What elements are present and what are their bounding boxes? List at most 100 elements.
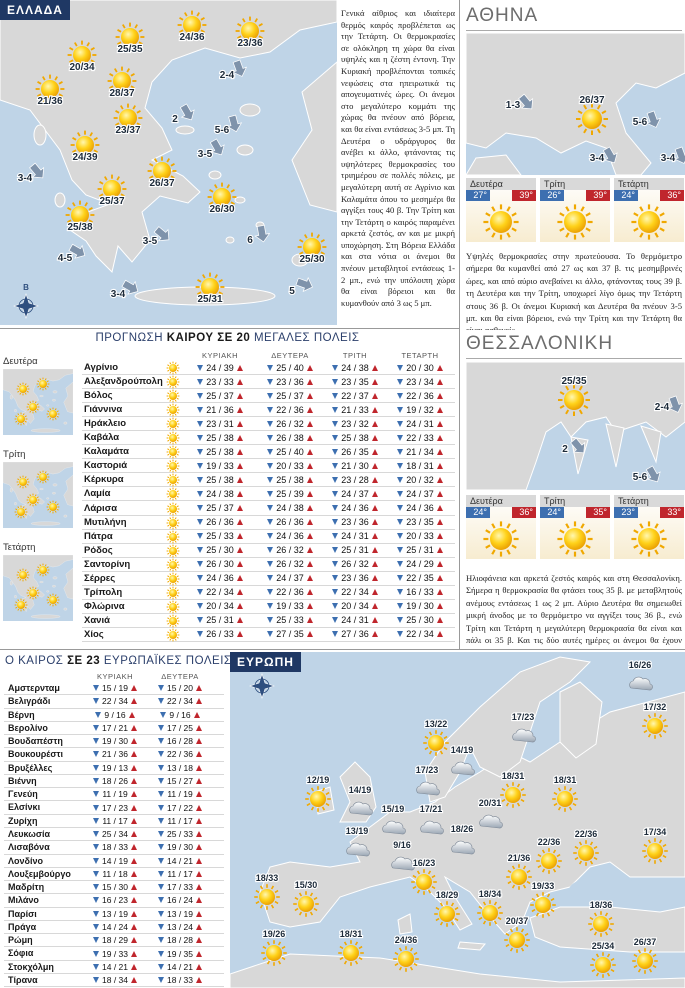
sun-ray: [34, 410, 37, 413]
temp-range: 25 / 31: [406, 545, 434, 556]
sun-disc: [169, 462, 177, 471]
triangle: [436, 603, 443, 610]
triangle: [371, 378, 378, 385]
triangle: [436, 547, 443, 554]
up-arrow: [436, 406, 443, 413]
up-arrow: [306, 603, 313, 610]
down-arrow: [93, 698, 99, 705]
triangle: [196, 950, 202, 957]
up-arrow: [196, 724, 202, 731]
temp-range: 24 / 38: [341, 362, 369, 373]
temp-cell: 11 / 17: [83, 815, 147, 827]
wind-arrow: [231, 59, 248, 77]
triangle: [397, 490, 404, 497]
triangle: [371, 364, 378, 371]
sun-ray: [174, 362, 177, 365]
up-arrow: [371, 631, 378, 638]
triangle: [93, 791, 100, 798]
map-label: 5-6: [633, 472, 648, 483]
temp-cell: 17 / 21: [83, 722, 147, 734]
temp-range: 25 / 40: [276, 446, 304, 457]
temp-cell: 18 / 26: [83, 775, 147, 787]
sun-ray: [29, 587, 32, 590]
sun-ray: [230, 189, 235, 193]
map-label: 4-5: [58, 253, 73, 264]
sun-ray: [398, 947, 403, 952]
temp-range: 26 / 32: [276, 418, 304, 429]
low-temp: 24°: [540, 507, 564, 518]
map-label: 17/21: [420, 804, 443, 814]
sun-icon: [166, 473, 180, 487]
up-arrow: [371, 561, 378, 568]
table-row: Τίρανα 18 / 34 18 / 33: [4, 974, 224, 988]
sun-ray: [169, 512, 172, 515]
sun-ray: [428, 750, 433, 755]
compass-ring: [18, 298, 34, 314]
up-arrow: [130, 870, 137, 877]
up-arrow: [236, 505, 243, 512]
down-arrow: [397, 547, 404, 554]
sun-ray: [309, 892, 314, 897]
triangle: [158, 751, 164, 758]
map-label: 25/35: [117, 44, 142, 55]
sun-ray: [169, 441, 172, 445]
triangle: [267, 547, 274, 554]
sun-ray: [550, 897, 555, 902]
land: [466, 154, 522, 175]
down-arrow: [93, 937, 99, 944]
mini-map-day: Τετάρτη: [3, 542, 36, 553]
triangle: [196, 910, 202, 917]
sun-ray: [138, 41, 143, 45]
sun-disc: [266, 945, 282, 961]
down-arrow: [267, 392, 274, 399]
thessaloniki-map: 25/352-425-6: [466, 362, 685, 490]
triangle: [332, 547, 339, 554]
sun-disc: [169, 406, 177, 415]
sun-ray: [169, 399, 172, 402]
sun-ray: [169, 596, 172, 599]
sun-ray: [167, 589, 170, 591]
sun-ray: [226, 205, 230, 210]
sun-disc: [637, 953, 653, 969]
sun-ray: [24, 513, 27, 516]
triangle: [371, 434, 378, 441]
triangle: [131, 844, 137, 851]
column-header: ΚΥΡΙΑΚΗ: [201, 351, 238, 360]
table-row: Πάτρα 25 / 33 24 / 36 24 / 31 20 / 33: [82, 530, 455, 544]
up-arrow: [236, 392, 243, 399]
sun-ray: [214, 205, 218, 210]
up-arrow: [371, 364, 378, 371]
temp-range: 27 / 36: [341, 629, 369, 640]
sun-ray: [88, 207, 93, 211]
sun-disc: [49, 503, 57, 511]
sun-ray: [54, 408, 57, 411]
sun-disc: [398, 951, 414, 967]
day-box: Δευτέρα 27° 39°: [466, 178, 536, 242]
temp-cell: 18 / 33: [83, 841, 147, 853]
sun-ray: [17, 413, 20, 416]
sun-ray: [608, 927, 613, 932]
sun-ray: [39, 480, 42, 483]
up-arrow: [371, 476, 378, 483]
sun-ray: [19, 476, 22, 479]
temp-range: 24 / 36: [206, 573, 234, 584]
sun-ray: [214, 184, 218, 189]
sun-ray: [428, 731, 433, 736]
sun-ray: [237, 23, 242, 27]
down-arrow: [95, 711, 102, 718]
temp-range: 24 / 29: [406, 559, 434, 570]
triangle: [236, 505, 243, 512]
up-arrow: [436, 392, 443, 399]
table-row: Καστοριά 19 / 33 20 / 33 21 / 30 18 / 31: [82, 459, 455, 474]
up-arrow: [236, 533, 243, 540]
sun-ray: [44, 573, 47, 576]
down-arrow: [332, 420, 339, 427]
island: [52, 576, 58, 580]
sun-ray: [169, 376, 172, 379]
up-arrow: [236, 547, 243, 554]
sun-ray: [214, 274, 218, 279]
map-label: 18/31: [502, 771, 525, 781]
sun-ray: [167, 636, 170, 639]
triangle: [160, 711, 167, 718]
sun-ray: [136, 110, 141, 114]
